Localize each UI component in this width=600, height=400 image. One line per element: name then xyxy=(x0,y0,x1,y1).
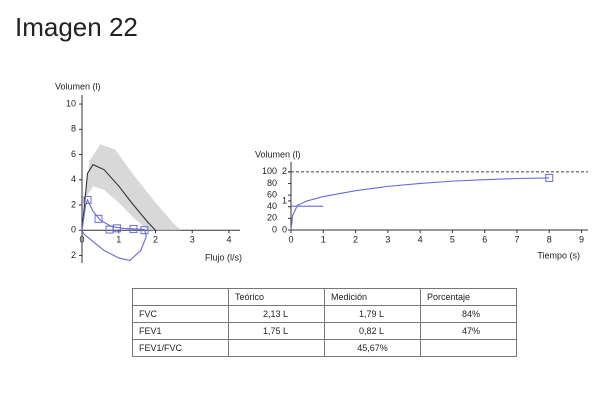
table-row: FEV1/FVC 45,67% xyxy=(132,339,517,357)
x-tick-label: 6 xyxy=(482,234,487,244)
x-tick-label: 0 xyxy=(288,234,293,244)
y-tick-label: 100 xyxy=(262,166,277,176)
y-axis-label: Volumen (l) xyxy=(255,149,301,159)
y-tick-label: 6 xyxy=(71,149,76,159)
x-tick-label: 0 xyxy=(79,235,84,245)
table-cell: 1,79 L xyxy=(324,305,421,323)
table-cell xyxy=(420,339,517,357)
y-tick-label: 20 xyxy=(267,213,277,223)
x-tick-label: 3 xyxy=(385,234,390,244)
header-cell: Porcentaje xyxy=(420,288,517,306)
y-tick-label: 40 xyxy=(267,201,277,211)
header-cell xyxy=(132,288,229,306)
x-tick-label: 3 xyxy=(190,235,195,245)
marker xyxy=(83,195,92,204)
y-tick-label: 2 xyxy=(71,250,76,260)
y2-tick-label: 1 xyxy=(282,195,287,205)
marker xyxy=(112,224,121,233)
curve xyxy=(81,198,147,262)
y2-tick-label: 0 xyxy=(282,224,287,234)
table-cell: 1,75 L xyxy=(228,322,325,340)
x-tick-label: 1 xyxy=(116,235,121,245)
x-tick-label: 2 xyxy=(353,234,358,244)
y-tick-label: 4 xyxy=(71,174,76,184)
x-tick-label: 4 xyxy=(226,235,231,245)
table-cell: 84% xyxy=(420,305,517,323)
y-tick-label: 60 xyxy=(267,189,277,199)
x-axis-label: Tiempo (s) xyxy=(537,250,580,260)
table-cell: FEV1/FVC xyxy=(132,339,229,357)
x-tick-label: 8 xyxy=(547,234,552,244)
x-tick-label: 7 xyxy=(514,234,519,244)
x-tick-label: 2 xyxy=(153,235,158,245)
y-tick-label: 0 xyxy=(272,224,277,234)
y-tick-label: 10 xyxy=(66,98,76,108)
table-cell: 45,67% xyxy=(324,339,421,357)
marker xyxy=(94,214,103,223)
table-cell: FEV1 xyxy=(132,322,229,340)
table-cell xyxy=(228,339,325,357)
x-tick-label: 5 xyxy=(450,234,455,244)
table-cell: 47% xyxy=(420,322,517,340)
table-cell: FVC xyxy=(132,305,229,323)
x-tick-label: 1 xyxy=(321,234,326,244)
predicted-band xyxy=(82,144,182,231)
header-cell: Teórico xyxy=(228,288,325,306)
table-cell: 2,13 L xyxy=(228,305,325,323)
slide-title: Imagen 22 xyxy=(15,12,138,42)
table-row: FVC 2,13 L 1,79 L 84% xyxy=(132,305,517,323)
table-cell: 0,82 L xyxy=(324,322,421,340)
y-axis-label: Volumen (l) xyxy=(55,81,101,91)
y-tick-label: 80 xyxy=(267,178,277,188)
curve xyxy=(290,177,550,231)
y-tick-label: 0 xyxy=(71,225,76,235)
marker xyxy=(545,173,554,182)
marker xyxy=(105,225,114,234)
y2-tick-label: 2 xyxy=(282,166,287,176)
x-tick-label: 9 xyxy=(579,234,584,244)
marker xyxy=(140,226,149,235)
header-cell: Medición xyxy=(324,288,421,306)
marker xyxy=(129,224,138,233)
results-table: Teórico Medición Porcentaje FVC 2,13 L 1,7… xyxy=(132,288,517,357)
curve xyxy=(81,163,156,231)
table-row: FEV1 1,75 L 0,82 L 47% xyxy=(132,322,517,340)
x-axis-label: Flujo (l/s) xyxy=(205,252,242,262)
x-tick-label: 4 xyxy=(418,234,423,244)
y-tick-label: 8 xyxy=(71,124,76,134)
y-tick-label: 2 xyxy=(71,199,76,209)
